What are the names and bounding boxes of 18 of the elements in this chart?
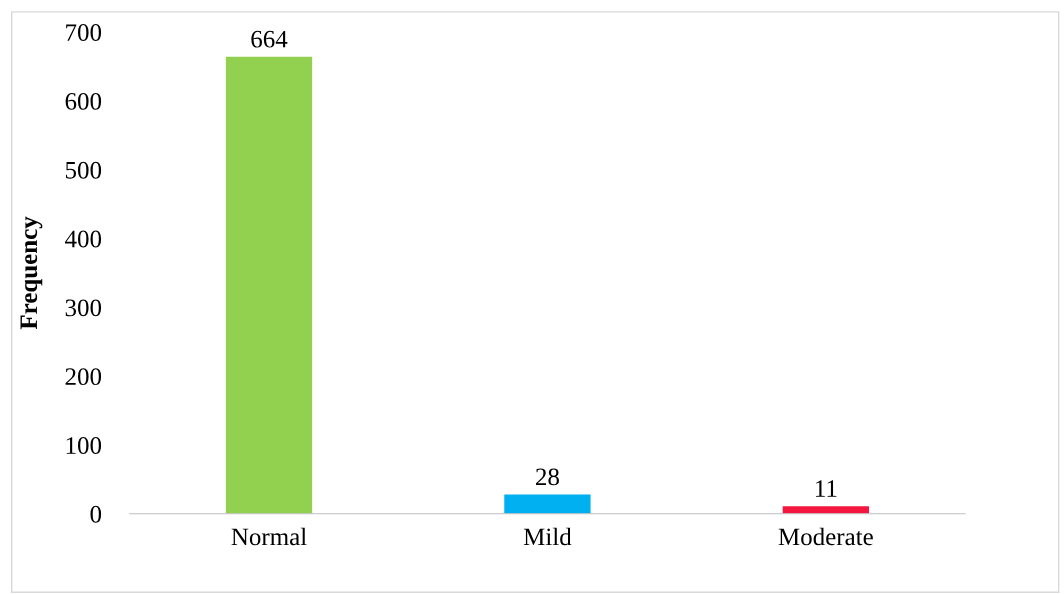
y-tick-label: 300 [65,299,102,317]
x-tick-label: Mild [523,527,572,546]
y-tick-label: 500 [65,161,102,179]
x-tick-label: Moderate [778,527,873,546]
data-label: 11 [816,480,837,497]
x-tick-label: Normal [231,527,307,546]
y-axis-title: Frequency [20,216,43,330]
y-tick-label: 400 [65,230,102,248]
y-tick-label: 700 [66,24,102,41]
bar [782,506,869,514]
y-tick-label: 600 [65,92,102,110]
bar [504,494,591,514]
y-tick-label: 200 [65,368,102,386]
bar [225,56,313,514]
data-label: 664 [251,30,288,48]
y-tick-label: 0 [90,505,102,523]
data-label: 28 [536,468,559,486]
y-tick-label: 100 [66,437,102,454]
